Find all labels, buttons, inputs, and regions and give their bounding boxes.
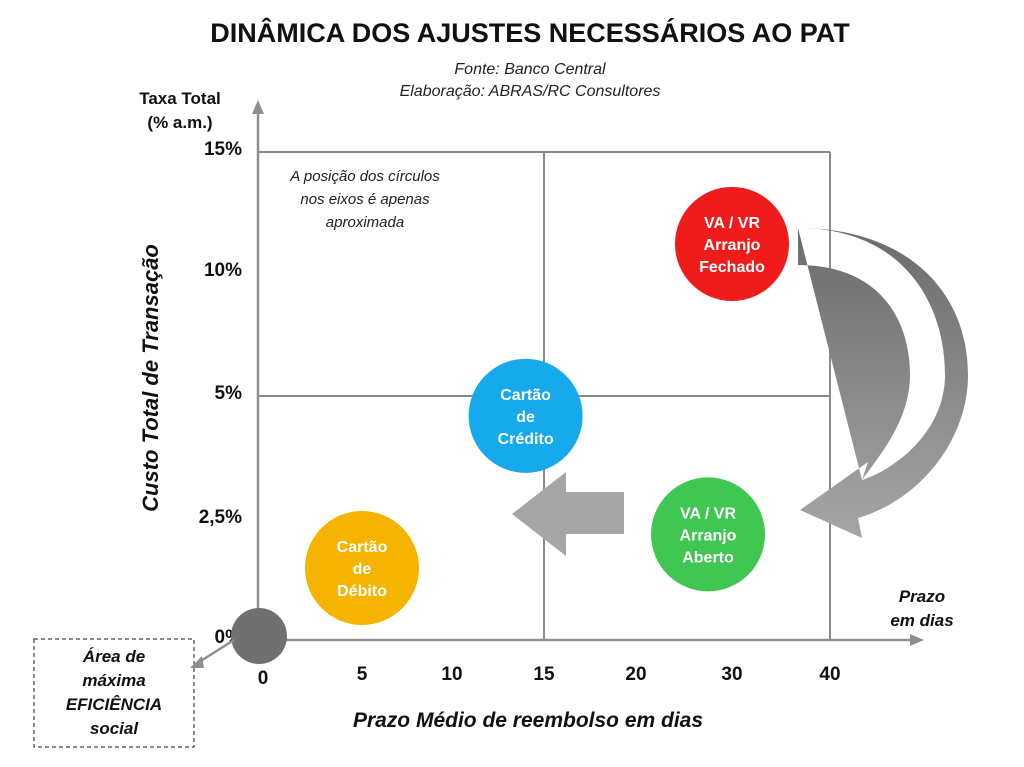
bubble-label-line: VA / VR bbox=[704, 215, 760, 232]
bubble-circle bbox=[468, 358, 583, 473]
x-tick-label: 0 bbox=[258, 668, 269, 689]
curved-arrow bbox=[798, 228, 968, 538]
source-line-1: Fonte: Banco Central bbox=[454, 61, 606, 78]
x-axis-end-line-2: em dias bbox=[890, 611, 953, 630]
y-axis-title-line-1: Taxa Total bbox=[139, 89, 221, 108]
x-tick-label: 40 bbox=[819, 664, 840, 685]
x-tick-label: 5 bbox=[357, 664, 368, 685]
efficiency-line-3: EFICIÊNCIA bbox=[66, 695, 162, 714]
x-tick-label: 30 bbox=[721, 664, 742, 685]
efficiency-line-2: máxima bbox=[82, 671, 145, 690]
x-tick-label: 10 bbox=[441, 664, 462, 685]
bubble-label-line: VA / VR bbox=[680, 505, 736, 522]
bubble-label-line: Crédito bbox=[498, 431, 554, 448]
bubble-label-line: Cartão bbox=[500, 387, 551, 404]
efficiency-line-4: social bbox=[90, 719, 139, 738]
bubble: Cartão de Débito bbox=[305, 511, 419, 625]
source-line-2: Elaboração: ABRAS/RC Consultores bbox=[400, 83, 661, 100]
x-axis-arrowhead bbox=[910, 634, 924, 646]
chart-title: DINÂMICA DOS AJUSTES NECESSÁRIOS AO PAT bbox=[210, 17, 850, 48]
note-line-2: nos eixos é apenas bbox=[300, 191, 430, 208]
bubble: VA / VR Arranjo Aberto bbox=[651, 477, 765, 592]
axes bbox=[252, 100, 924, 646]
y-axis-label: Custo Total de Transação bbox=[138, 244, 163, 512]
bubble-label-line: de bbox=[516, 409, 535, 426]
origin-marker bbox=[231, 608, 287, 664]
bubble: VA / VR Arranjo Fechado bbox=[675, 186, 789, 301]
bubble: Cartão de Crédito bbox=[468, 358, 583, 473]
bubble-label-line: Cartão bbox=[337, 539, 388, 556]
y-tick-label: 15% bbox=[204, 139, 242, 160]
bubble-label-line: Fechado bbox=[699, 259, 765, 276]
efficiency-box bbox=[33, 638, 195, 748]
bubble-circle bbox=[651, 477, 765, 592]
x-tick-label: 20 bbox=[625, 664, 646, 685]
y-tick-label: 5% bbox=[215, 383, 243, 404]
bubble-label-line: Aberto bbox=[682, 549, 734, 566]
note-line-1: A posição dos círculos bbox=[289, 168, 440, 185]
bubble-label-line: Arranjo bbox=[704, 237, 761, 254]
y-axis-arrowhead bbox=[252, 100, 264, 114]
x-tick-label: 15 bbox=[533, 664, 555, 685]
y-tick-label: 2,5% bbox=[199, 507, 242, 528]
x-axis-label: Prazo Médio de reembolso em dias bbox=[353, 709, 703, 732]
efficiency-line-1: Área de bbox=[82, 647, 145, 666]
y-tick-label: 10% bbox=[204, 260, 242, 281]
efficiency-pointer-head bbox=[190, 656, 204, 668]
note-line-3: aproximada bbox=[326, 214, 404, 231]
x-axis-end-line-1: Prazo bbox=[899, 587, 945, 606]
bubble-label-line: Débito bbox=[337, 583, 387, 600]
bubble-label-line: Arranjo bbox=[680, 527, 737, 544]
y-axis-title-line-2: (% a.m.) bbox=[147, 113, 212, 132]
left-arrow bbox=[512, 472, 624, 556]
bubble-circle bbox=[305, 511, 419, 625]
bubble-label-line: de bbox=[353, 561, 372, 578]
bubble-circle bbox=[675, 186, 789, 301]
